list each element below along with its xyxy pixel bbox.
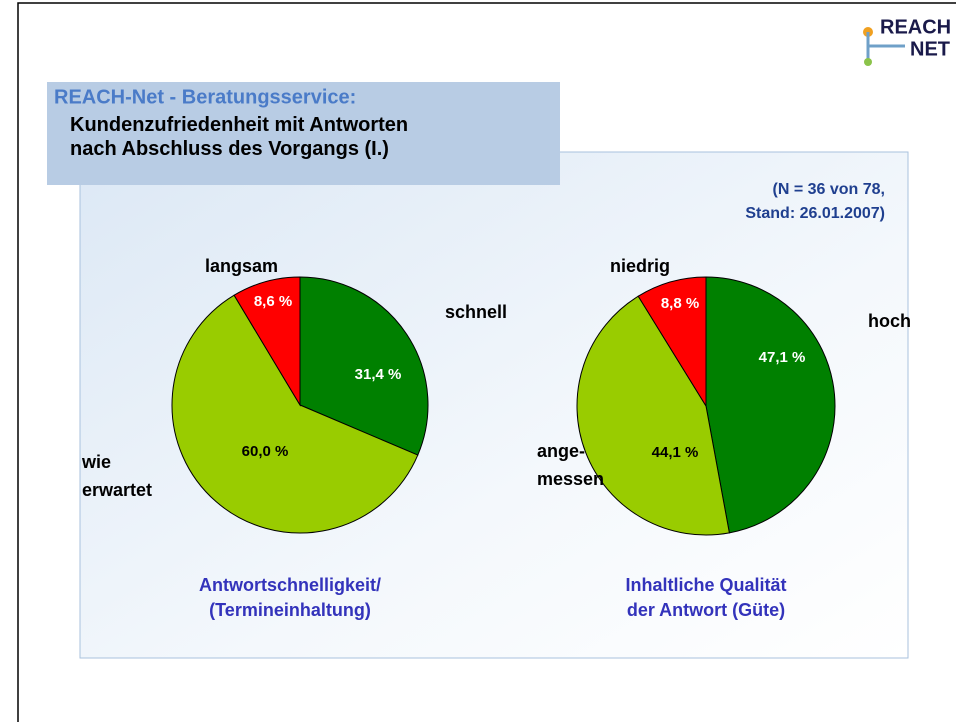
slice-label: wie erwartet xyxy=(81,452,152,500)
pie-title: Antwortschnelligkeit/(Termineinhaltung) xyxy=(199,575,381,620)
value-label: 8,6 % xyxy=(254,293,292,310)
note: (N = 36 von 78, Stand: 26.01.2007) xyxy=(745,181,885,222)
value-label: 47,1 % xyxy=(759,349,806,366)
slice-label: langsam xyxy=(205,256,278,276)
pie-slice xyxy=(637,276,707,408)
header-subtitle: Kundenzufriedenheit mit Antworten nach Ab… xyxy=(70,114,408,160)
pie-slice xyxy=(705,276,836,534)
pie-slice xyxy=(171,294,419,534)
pie-slice xyxy=(299,276,429,456)
value-label: 60,0 % xyxy=(242,443,289,460)
slice-label: ange-messen xyxy=(537,441,604,489)
logo: REACH NET xyxy=(863,16,951,66)
logo-dot xyxy=(864,58,872,66)
value-label: 31,4 % xyxy=(355,366,402,383)
header-title: REACH-Net - Beratungsservice: xyxy=(54,86,356,108)
value-label: 44,1 % xyxy=(652,444,699,461)
logo-text: NET xyxy=(910,38,950,60)
pie-slice xyxy=(576,295,730,536)
pie-title: Inhaltliche Qualität der Antwort (Güte) xyxy=(625,575,786,620)
value-label: 8,8 % xyxy=(661,295,699,312)
slice-label: schnell xyxy=(445,302,507,322)
slide-frame xyxy=(17,2,956,722)
pie-slice xyxy=(233,276,301,407)
logo-text: REACH xyxy=(880,16,951,38)
slice-label: hoch xyxy=(868,311,911,331)
slice-label: niedrig xyxy=(610,256,670,276)
header-box xyxy=(47,82,560,185)
